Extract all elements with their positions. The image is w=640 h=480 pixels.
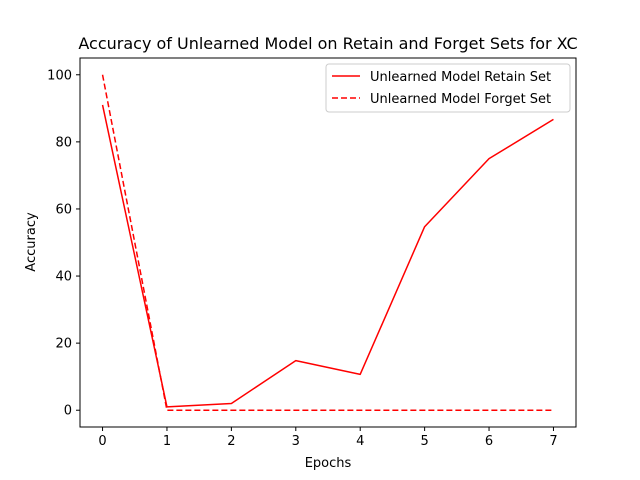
y-tick-label: 60 [55,202,72,217]
x-tick-label: 2 [227,434,235,449]
series-line-retain [101,104,554,408]
legend-box [325,63,571,113]
x-tick-label: 4 [356,434,364,449]
x-tick-label: 0 [98,434,106,449]
x-tick-label: 3 [292,434,300,449]
x-tick-label: 5 [420,434,428,449]
y-tick-label: 80 [55,135,72,150]
y-tick-label: 40 [55,270,72,285]
plot-frame [79,57,577,428]
series-line-forget [101,74,554,411]
x-tick-label: 1 [163,434,171,449]
y-tick-label: 0 [64,404,72,419]
x-tick-label: 6 [485,434,493,449]
legend-label-forget: Unlearned Model Forget Set [370,92,551,107]
x-axis-label: Epochs [305,456,352,471]
y-axis: 0 20 40 60 80 100 [47,68,80,419]
legend: Unlearned Model Retain Set Unlearned Mod… [325,63,571,113]
y-tick-label: 100 [47,68,72,83]
y-tick-label: 20 [55,337,72,352]
x-axis: 0 1 2 3 4 5 6 7 [98,427,558,449]
legend-label-retain: Unlearned Model Retain Set [370,70,551,85]
x-tick-label: 7 [549,434,557,449]
plot-lines [101,74,554,411]
chart-title: Accuracy of Unlearned Model on Retain an… [78,34,577,53]
y-axis-label: Accuracy [24,212,39,272]
